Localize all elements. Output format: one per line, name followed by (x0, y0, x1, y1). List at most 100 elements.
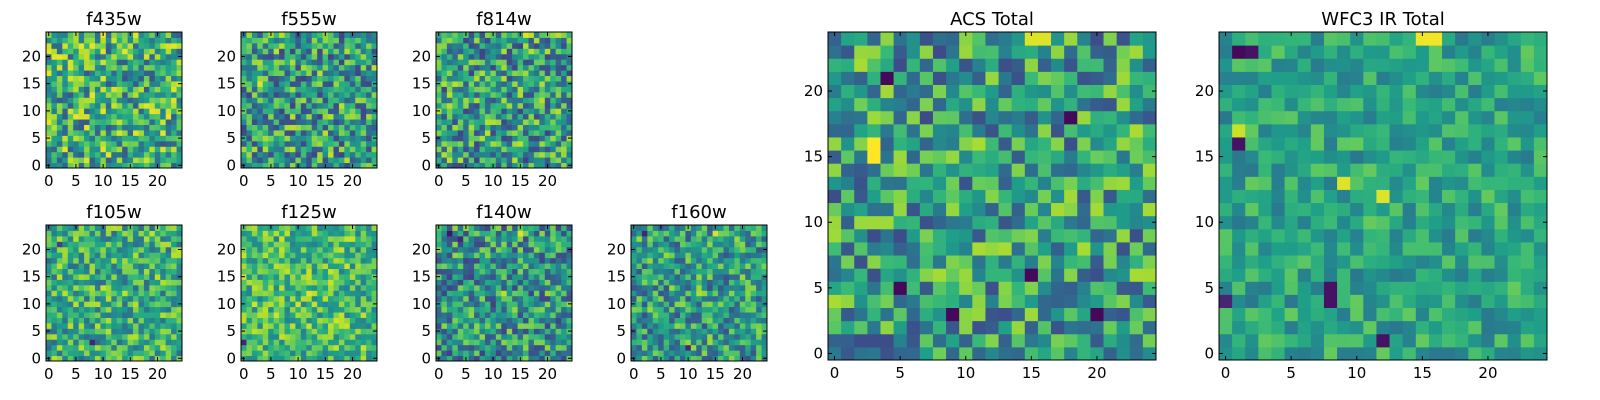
heatmap-cell (555, 252, 562, 259)
heatmap-cell (674, 344, 681, 351)
y-tick-label: 10 (22, 295, 41, 313)
heatmap-cell (62, 86, 69, 93)
heatmap-cell (745, 339, 752, 346)
heatmap-cell (322, 279, 329, 286)
heatmap-cell (544, 295, 551, 302)
heatmap-cell (51, 37, 58, 44)
heatmap-cell (73, 301, 80, 308)
heatmap-cell (932, 294, 947, 309)
heatmap-cell (171, 135, 178, 142)
heatmap-cell (663, 257, 670, 264)
heatmap-cell (636, 350, 643, 357)
heatmap-cell (647, 273, 654, 280)
heatmap-cell (100, 119, 107, 125)
heatmap-cell (528, 42, 535, 49)
heatmap-cell (154, 312, 161, 318)
heatmap-cell (479, 295, 486, 302)
heatmap-cell (62, 295, 69, 302)
heatmap-cell (436, 113, 442, 120)
heatmap-cell (160, 306, 167, 313)
heatmap-cell (89, 64, 96, 71)
heatmap-cell (544, 157, 551, 164)
heatmap-cell (366, 252, 373, 259)
heatmap-cell (674, 235, 681, 242)
heatmap-cell (241, 295, 247, 302)
heatmap-cell (436, 151, 442, 158)
heatmap-cell (138, 279, 145, 286)
heatmap-cell (484, 162, 491, 169)
heatmap-cell (100, 301, 107, 308)
heatmap-cell (463, 151, 470, 158)
heatmap-cell (160, 328, 167, 335)
heatmap-cell (946, 228, 960, 243)
heatmap-cell (739, 306, 746, 313)
heatmap-cell (67, 301, 74, 308)
heatmap-cell (750, 344, 757, 351)
heatmap-cell (171, 257, 178, 264)
heatmap-cell (94, 59, 101, 66)
heatmap-cell (658, 257, 665, 264)
heatmap-cell (78, 108, 85, 115)
heatmap-cell (1011, 281, 1026, 295)
heatmap-cell (328, 355, 334, 362)
heatmap-cell (328, 70, 334, 77)
heatmap-cell (251, 322, 258, 329)
heatmap-cell (828, 202, 842, 217)
heatmap-cell (696, 306, 703, 313)
heatmap-cell (641, 301, 648, 308)
heatmap-cell (998, 228, 1013, 243)
heatmap-cell (295, 344, 302, 351)
heatmap-cell (349, 113, 356, 120)
heatmap-cell (251, 339, 258, 346)
heatmap-cell (998, 281, 1013, 295)
heatmap-cell (62, 64, 69, 71)
heatmap-cell (854, 189, 868, 204)
heatmap-cell (111, 355, 118, 362)
heatmap-cell (289, 86, 296, 93)
heatmap-cell (73, 350, 80, 357)
heatmap-cell (506, 162, 513, 169)
heatmap-cell (919, 346, 934, 361)
heatmap-cell (94, 246, 101, 253)
heatmap-cell (484, 140, 491, 147)
heatmap-cell (501, 102, 508, 109)
heatmap-cell (506, 75, 513, 82)
heatmap-cell (257, 279, 264, 286)
heatmap-cell (495, 235, 502, 242)
heatmap-cell (67, 263, 74, 270)
heatmap-cell (880, 176, 895, 190)
heatmap-cell (561, 113, 568, 120)
heatmap-cell (78, 86, 85, 93)
heatmap-cell (154, 328, 161, 335)
heatmap-cell (745, 355, 752, 362)
heatmap-cell (56, 333, 63, 340)
heatmap-cell (105, 263, 112, 270)
x-tick-label: 20 (343, 172, 362, 190)
heatmap-cell (674, 317, 681, 324)
heatmap-cell (122, 75, 129, 82)
heatmap-cell (295, 140, 302, 147)
heatmap-cell (647, 295, 654, 302)
heatmap-cell (1116, 163, 1131, 177)
heatmap-cell (246, 279, 253, 286)
heatmap-cell (506, 64, 513, 71)
heatmap-cell (452, 339, 459, 346)
heatmap-cell (51, 162, 58, 169)
heatmap-cell (366, 322, 373, 329)
heatmap-cell (251, 37, 258, 44)
heatmap-cell (479, 140, 486, 147)
heatmap-cell (165, 246, 172, 253)
heatmap-cell (506, 129, 513, 136)
heatmap-cell (284, 317, 291, 324)
heatmap-cell (62, 279, 69, 286)
heatmap-cell (154, 257, 161, 264)
heatmap-cell (322, 37, 329, 44)
heatmap-cell (696, 344, 703, 351)
heatmap-cell (143, 322, 150, 329)
heatmap-cell (734, 273, 741, 280)
heatmap-cell (149, 146, 156, 153)
heatmap-cell (544, 140, 551, 147)
heatmap-cell (867, 163, 881, 177)
heatmap-cell (932, 228, 947, 243)
heatmap-cell (105, 246, 112, 253)
